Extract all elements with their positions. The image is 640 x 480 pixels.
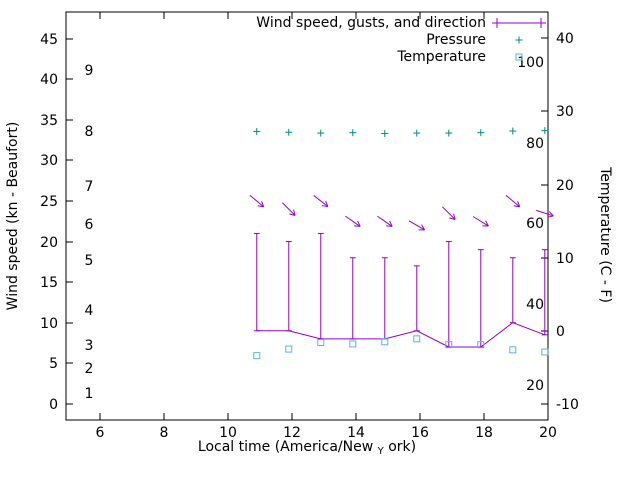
temperature-tick-label: -10 [556,397,579,413]
kn-tick-label: 15 [40,275,58,291]
x-tick-label: 10 [219,425,237,441]
wind-direction-arrowhead [547,215,554,218]
x-axis-title: Local time (America/New Y ork) [198,439,416,458]
wind-direction-arrowhead [289,213,296,216]
wind-direction-arrowhead [354,225,361,227]
wind-direction-arrow [505,194,521,208]
wind-direction-arrowhead [357,220,361,227]
legend-pressure-label: Pressure [426,32,486,48]
temperature-marker [413,335,421,343]
wind-direction-arrowhead [449,217,456,221]
beaufort-tick-label: 4 [85,303,94,319]
x-tick-label: 12 [283,425,301,441]
temperature-tick-label: 40 [556,31,574,47]
kn-tick-label: 10 [40,316,58,332]
legend-temperature-marker [515,53,523,61]
x-axis-title-suffix: ork) [388,439,416,455]
temperature-marker [349,340,357,348]
beaufort-tick-label: 3 [85,338,94,354]
kn-tick-label: 20 [40,235,58,251]
temperature-tick-label: 20 [556,178,574,194]
temperature-tick-label: 10 [556,251,574,267]
wind-direction-arrow [408,220,425,231]
wind-direction-arrowhead [386,225,393,227]
wind-direction-arrowhead [513,205,520,208]
pressure-tick-label: 80 [526,136,544,152]
kn-tick-label: 35 [40,113,58,129]
beaufort-tick-label: 8 [85,124,94,140]
x-tick-label: 6 [96,425,105,441]
temperature-marker [317,338,325,346]
beaufort-tick-label: 9 [85,63,94,79]
wind-direction-arrowhead [548,211,554,217]
beaufort-tick-label: 7 [85,179,94,195]
wind-direction-arrowhead [485,220,489,227]
wind-direction-arrow [249,194,264,208]
temperature-marker [285,345,293,353]
beaufort-tick-label: 5 [85,253,94,269]
temperature-marker [541,348,549,356]
x-tick-label: 16 [411,425,429,441]
wind-direction-arrowhead [389,220,393,227]
wind-direction-arrow [442,206,456,220]
kn-tick-label: 25 [40,194,58,210]
wind-direction-arrowhead [321,205,328,208]
pressure-tick-label: 40 [526,297,544,313]
x-tick-label: 8 [160,425,169,441]
y-right-axis-title: Temperature (C - F) [597,166,613,303]
wind-speed-line [256,322,545,348]
temperature-tick-label: 0 [556,324,565,340]
kn-tick-label: 45 [40,32,58,48]
beaufort-tick-label: 1 [85,386,94,402]
kn-tick-label: 40 [40,72,58,88]
legend-wind-label: Wind speed, gusts, and direction [256,15,486,31]
wind-direction-arrow [472,216,489,227]
wind-direction-arrowhead [257,205,264,208]
wind-direction-arrowhead [293,209,296,216]
x-tick-label: 14 [347,425,365,441]
pressure-tick-label: 60 [526,216,544,232]
x-axis-title-prefix: Local time (America/New [198,439,373,455]
wind-direction-arrow [313,195,329,207]
kn-tick-label: 30 [40,153,58,169]
pressure-tick-label: 20 [526,378,544,394]
x-tick-label: 20 [539,425,557,441]
x-axis-title-subscript: Y [377,446,385,457]
beaufort-tick-label: 2 [85,361,94,377]
temperature-marker [477,341,485,349]
wind-direction-arrowhead [325,200,329,207]
x-tick-label: 18 [475,425,493,441]
temperature-marker [253,352,261,360]
legend-temperature-label: Temperature [396,49,486,65]
wind-direction-arrow [345,215,361,227]
wind-direction-arrowhead [453,213,456,220]
wind-direction-arrow [536,209,554,217]
wind-direction-arrow [377,215,393,227]
kn-tick-label: 5 [49,356,58,372]
beaufort-tick-label: 6 [85,217,94,233]
wind-direction-arrowhead [517,200,521,207]
wind-direction-arrow [282,202,296,216]
kn-tick-label: 0 [49,397,58,413]
pressure-tick-label: 100 [517,55,544,71]
temperature-marker [509,346,517,354]
wind-direction-arrowhead [421,224,426,231]
wind-direction-arrowhead [261,200,265,207]
temperature-marker [445,341,453,349]
y-left-axis-title: Wind speed (kn - Beaufort) [5,122,21,311]
plot-border [65,11,549,421]
temperature-marker [381,338,389,346]
temperature-tick-label: 30 [556,104,574,120]
